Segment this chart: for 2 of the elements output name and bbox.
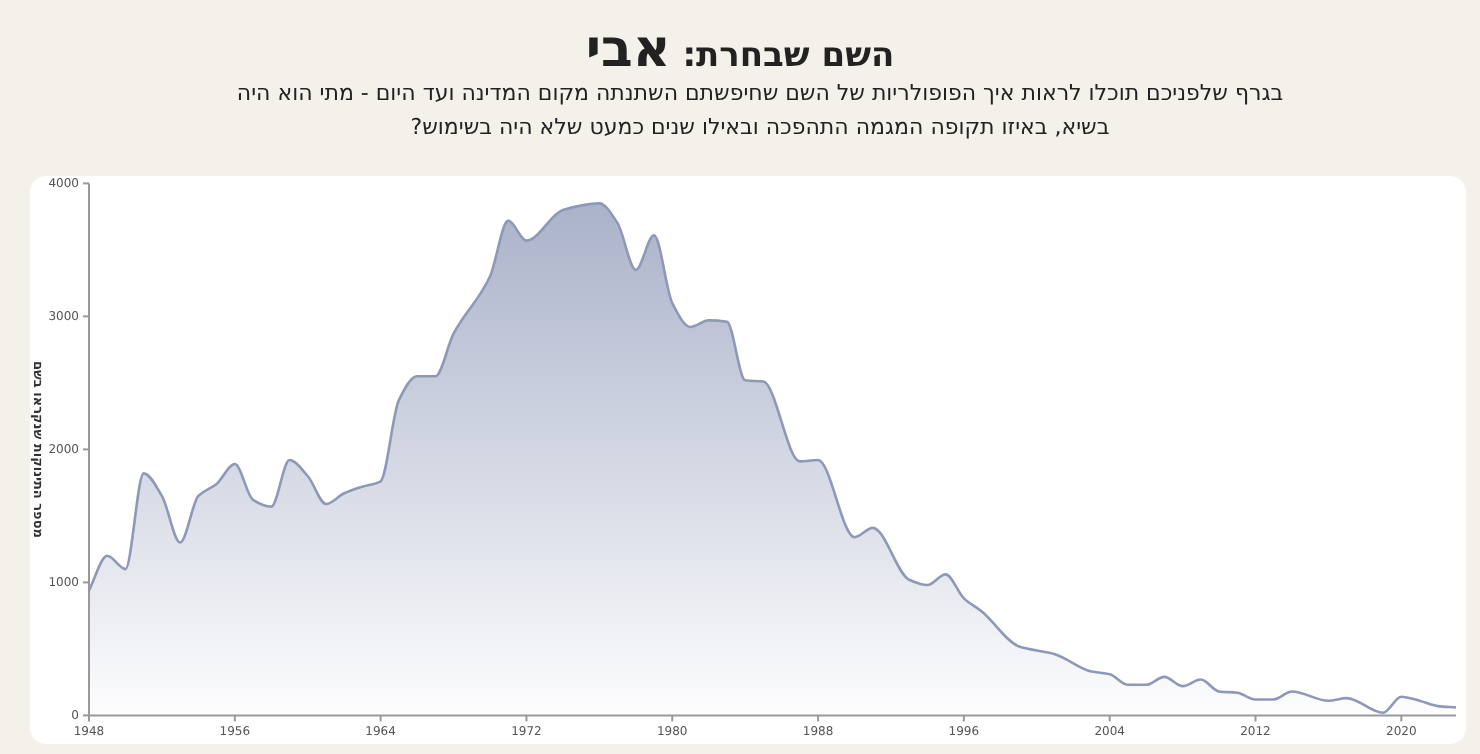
chart-title: השם שבחרת: אבי (585, 20, 895, 80)
chart-subtitle: בגרף שלפניכם תוכלו לראות איך הפופולריות של השם שחיפשתם השתנתה מקום המדינה ועד היום - מתי הוא היה בשיא, באיזו תקופה המגמה התהפכה ובאילו שנים כמעט שלא היה בשימוש? (234, 78, 1286, 144)
